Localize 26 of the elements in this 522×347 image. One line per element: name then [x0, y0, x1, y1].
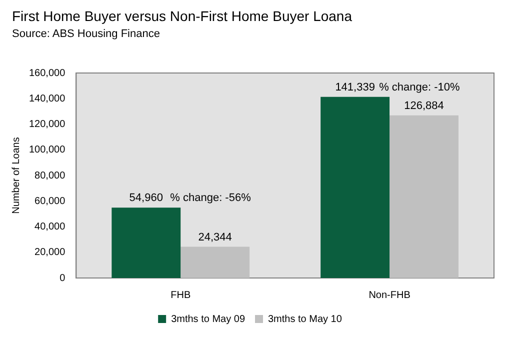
y-tick-label: 40,000: [34, 222, 66, 232]
bar: [180, 246, 250, 278]
data-label: 141,339: [335, 81, 375, 94]
annotation: % change: -10%: [379, 81, 460, 94]
chart-title: First Home Buyer versus Non-First Home Buyer Loana: [12, 8, 352, 24]
y-tick-label: 160,000: [28, 68, 66, 79]
y-tick-label: 80,000: [34, 170, 66, 182]
data-label: 24,344: [198, 231, 232, 244]
bar: [112, 208, 181, 278]
x-tick-label: Non-FHB: [368, 290, 411, 301]
y-tick-label: 20,000: [34, 247, 66, 258]
bar: [390, 115, 458, 278]
y-tick-label: 140,000: [28, 93, 66, 104]
bar: [320, 96, 390, 278]
y-tick-label: 120,000: [28, 119, 66, 130]
y-tick-label: 60,000: [34, 196, 66, 207]
legend-label: 3mths to May 09: [171, 314, 246, 325]
data-label: 54,960: [129, 192, 163, 204]
chart-subtitle: Source: ABS Housing Finance: [12, 28, 160, 40]
y-tick-label: 0: [60, 272, 66, 284]
data-label: 126,884: [404, 100, 444, 112]
annotation: % change: -56%: [170, 192, 252, 204]
x-tick-label: FHB: [170, 290, 191, 301]
y-axis-title: Number of Loans: [10, 137, 22, 214]
legend-label: 3mths to May 10: [268, 314, 342, 325]
y-tick-label: 100,000: [28, 144, 66, 156]
